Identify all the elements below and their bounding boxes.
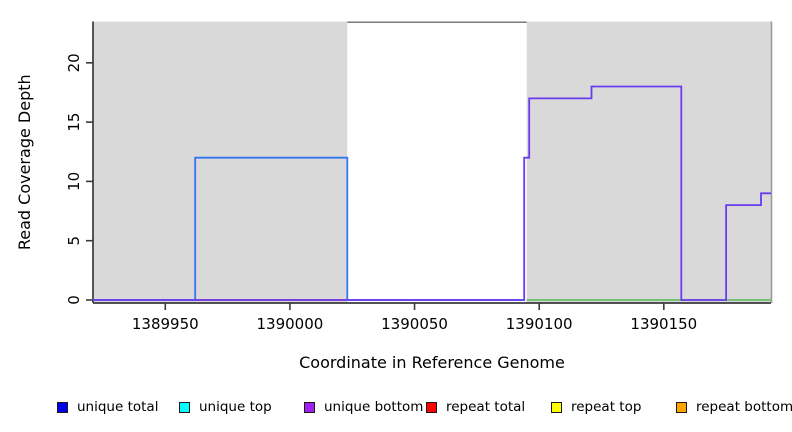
legend-label: unique bottom: [324, 399, 424, 415]
x-tick-label: 1389950: [132, 315, 199, 333]
legend-label: repeat bottom: [696, 399, 792, 415]
x-tick-label: 1390050: [381, 315, 448, 333]
unique-total-swatch-icon: [57, 401, 68, 413]
legend-item-repeat-top: repeat top: [551, 398, 641, 416]
x-tick-label: 1390100: [506, 315, 573, 333]
repeat-total-swatch-icon: [426, 401, 437, 413]
y-tick-label: 10: [65, 172, 83, 191]
y-tick-label: 5: [65, 236, 83, 246]
y-tick-label: 20: [65, 53, 83, 72]
legend-label: unique top: [199, 399, 272, 415]
unique-top-swatch-icon: [179, 401, 190, 413]
unique-bottom-swatch-icon: [304, 401, 315, 413]
legend-item-unique-bottom: unique bottom: [304, 398, 423, 416]
legend-item-repeat-total: repeat total: [426, 398, 525, 416]
x-axis-label: Coordinate in Reference Genome: [299, 353, 565, 372]
y-tick-label: 0: [65, 295, 83, 305]
legend-label: unique total: [77, 399, 159, 415]
legend-label: repeat total: [446, 399, 526, 415]
legend-label: repeat top: [571, 399, 642, 415]
repeat-bottom-swatch-icon: [676, 401, 687, 413]
x-tick-label: 1390150: [630, 315, 697, 333]
repeat-region-right: [526, 21, 771, 303]
plot-canvas: 0 5 10 15 20 1389950 1390000 1390050 1390100 1390…: [15, 21, 773, 372]
repeat-region-left: [93, 21, 348, 303]
legend: unique total unique top unique bottom re…: [0, 398, 792, 418]
repeat-top-swatch-icon: [551, 401, 562, 413]
series-unique-bottom: [93, 85, 771, 301]
legend-item-unique-total: unique total: [57, 398, 158, 416]
legend-item-repeat-bottom: repeat bottom: [676, 398, 792, 416]
y-axis-label: Read Coverage Depth: [15, 74, 34, 250]
legend-item-unique-top: unique top: [179, 398, 272, 416]
y-tick-label: 15: [65, 113, 83, 132]
x-tick-label: 1390000: [257, 315, 324, 333]
